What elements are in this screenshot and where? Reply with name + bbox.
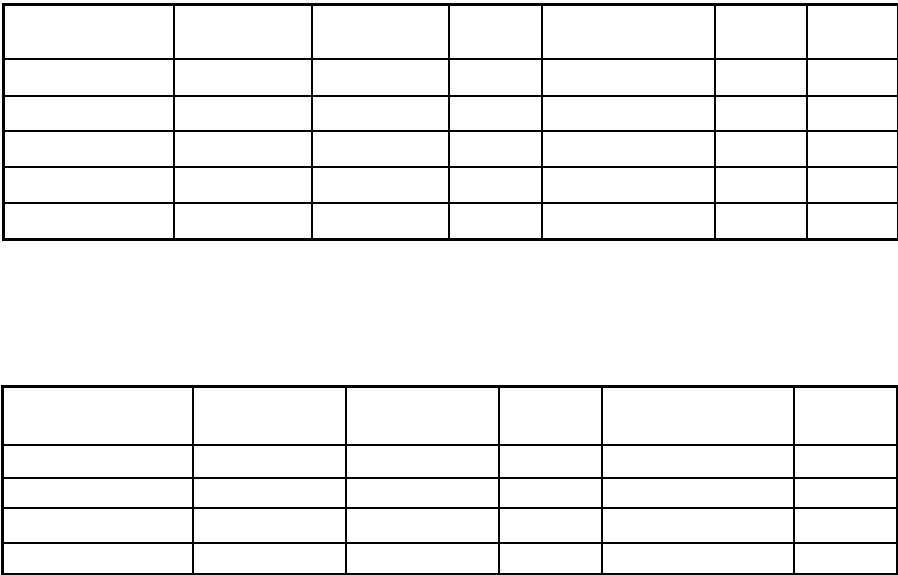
- table-cell: [805, 165, 898, 204]
- table-row: [1, 541, 898, 575]
- table-row: [1, 476, 898, 509]
- table-cell: [805, 129, 898, 168]
- header-row: [2, 3, 898, 60]
- table-cell: [1, 476, 194, 509]
- table-cell: [344, 385, 500, 446]
- table-cell: [805, 57, 898, 97]
- table-cell: [310, 3, 450, 60]
- table-row: [2, 201, 898, 241]
- table-cell: [497, 541, 603, 575]
- header-row: [1, 385, 898, 446]
- table-cell: [497, 385, 603, 446]
- table-cell: [600, 541, 795, 575]
- table-cell: [792, 476, 898, 509]
- table-cell: [310, 94, 450, 132]
- table-row: [2, 129, 898, 168]
- table-row: [2, 165, 898, 204]
- table-cell: [792, 443, 898, 479]
- table-cell: [792, 385, 898, 446]
- table-cell: [2, 165, 175, 204]
- table-cell: [1, 541, 194, 575]
- table-cell: [792, 541, 898, 575]
- table-cell: [172, 129, 313, 168]
- table-cell: [713, 201, 808, 241]
- table-cell: [344, 506, 500, 544]
- table-cell: [310, 201, 450, 241]
- table-cell: [600, 443, 795, 479]
- table-cell: [447, 94, 543, 132]
- table-cell: [172, 3, 313, 60]
- table-cell: [497, 476, 603, 509]
- table-cell: [713, 165, 808, 204]
- table-cell: [310, 129, 450, 168]
- table-cell: [2, 57, 175, 97]
- table-cell: [540, 129, 716, 168]
- table-cell: [540, 94, 716, 132]
- table-cell: [172, 165, 313, 204]
- table-row: [2, 94, 898, 132]
- table-cell: [2, 129, 175, 168]
- table-cell: [310, 165, 450, 204]
- table-cell: [447, 3, 543, 60]
- table-cell: [805, 94, 898, 132]
- table-cell: [447, 201, 543, 241]
- table-cell: [2, 94, 175, 132]
- table-row: [1, 443, 898, 479]
- table-cell: [713, 57, 808, 97]
- table-cell: [447, 57, 543, 97]
- table-cell: [792, 506, 898, 544]
- table-cell: [191, 541, 347, 575]
- table-cell: [540, 57, 716, 97]
- table-cell: [191, 385, 347, 446]
- table-cell: [600, 506, 795, 544]
- table-cell: [713, 94, 808, 132]
- top-table: [2, 3, 898, 241]
- table-cell: [497, 443, 603, 479]
- table-cell: [805, 3, 898, 60]
- table-cell: [540, 165, 716, 204]
- table-cell: [172, 94, 313, 132]
- table-cell: [497, 506, 603, 544]
- table-cell: [600, 385, 795, 446]
- table-cell: [805, 201, 898, 241]
- bottom-table: [1, 385, 898, 575]
- table-row: [1, 506, 898, 544]
- table-cell: [1, 506, 194, 544]
- table-cell: [540, 3, 716, 60]
- table-cell: [310, 57, 450, 97]
- table-cell: [344, 443, 500, 479]
- table-cell: [191, 476, 347, 509]
- table-cell: [447, 165, 543, 204]
- table-cell: [540, 201, 716, 241]
- table-cell: [172, 201, 313, 241]
- table-cell: [713, 129, 808, 168]
- table-cell: [1, 385, 194, 446]
- table-cell: [172, 57, 313, 97]
- table-cell: [344, 541, 500, 575]
- table-cell: [191, 443, 347, 479]
- table-row: [2, 57, 898, 97]
- table-cell: [2, 3, 175, 60]
- table-cell: [344, 476, 500, 509]
- table-cell: [2, 201, 175, 241]
- table-cell: [447, 129, 543, 168]
- table-cell: [191, 506, 347, 544]
- table-cell: [1, 443, 194, 479]
- table-cell: [600, 476, 795, 509]
- table-cell: [713, 3, 808, 60]
